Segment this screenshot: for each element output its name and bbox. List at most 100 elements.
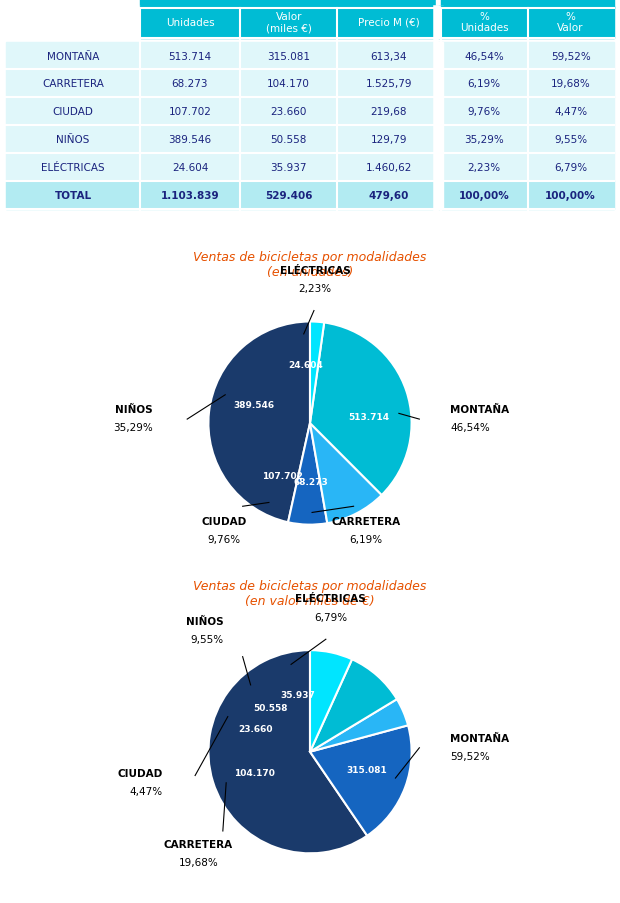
Text: 513.714: 513.714 bbox=[169, 51, 211, 61]
Text: NIÑOS: NIÑOS bbox=[186, 616, 224, 626]
Bar bbox=[6, 6, 140, 39]
Text: 24.604: 24.604 bbox=[288, 360, 323, 369]
Bar bbox=[6, 154, 614, 182]
Text: CIUDAD: CIUDAD bbox=[201, 516, 246, 526]
Text: 24.604: 24.604 bbox=[172, 163, 208, 172]
Text: 107.702: 107.702 bbox=[262, 471, 303, 480]
Text: 4,47%: 4,47% bbox=[554, 107, 587, 117]
Text: 59,52%: 59,52% bbox=[450, 751, 490, 761]
Bar bbox=[436, 42, 443, 70]
Text: 389.546: 389.546 bbox=[234, 400, 275, 409]
Text: 389.546: 389.546 bbox=[169, 135, 211, 144]
Text: 6,19%: 6,19% bbox=[467, 79, 500, 89]
Text: 529.406: 529.406 bbox=[265, 191, 312, 200]
Wedge shape bbox=[288, 424, 327, 525]
Bar bbox=[436, 6, 443, 39]
Bar bbox=[240, 6, 337, 39]
Text: Valor
(miles €): Valor (miles €) bbox=[266, 12, 312, 33]
Text: 19,68%: 19,68% bbox=[179, 858, 218, 868]
Text: 4,47%: 4,47% bbox=[130, 787, 162, 796]
Wedge shape bbox=[310, 322, 324, 424]
Bar bbox=[436, 182, 443, 209]
Text: 104.170: 104.170 bbox=[234, 768, 275, 777]
Text: 9,76%: 9,76% bbox=[207, 535, 240, 545]
Wedge shape bbox=[208, 650, 367, 853]
Text: 35.937: 35.937 bbox=[270, 163, 307, 172]
Bar bbox=[6, 70, 614, 98]
Text: CARRETERA: CARRETERA bbox=[331, 516, 401, 526]
Wedge shape bbox=[310, 699, 408, 752]
Wedge shape bbox=[208, 322, 310, 523]
Text: 613,34: 613,34 bbox=[371, 51, 407, 61]
Text: CIUDAD: CIUDAD bbox=[117, 768, 162, 778]
Text: Ventas de bicicletas por modalidades
(en unidades): Ventas de bicicletas por modalidades (en… bbox=[193, 251, 427, 279]
Text: 68.273: 68.273 bbox=[294, 478, 329, 487]
Text: 513.714: 513.714 bbox=[348, 413, 389, 422]
Bar bbox=[436, 154, 443, 182]
Text: 129,79: 129,79 bbox=[371, 135, 407, 144]
Text: 107.702: 107.702 bbox=[169, 107, 211, 117]
Text: 9,55%: 9,55% bbox=[554, 135, 587, 144]
Text: CIUDAD: CIUDAD bbox=[53, 107, 94, 117]
Text: 6,79%: 6,79% bbox=[554, 163, 587, 172]
Wedge shape bbox=[310, 659, 397, 752]
Bar bbox=[6, 42, 614, 70]
Text: Unidades: Unidades bbox=[166, 17, 215, 28]
Text: %
Unidades: % Unidades bbox=[460, 12, 508, 33]
Text: 23.660: 23.660 bbox=[270, 107, 307, 117]
Text: 479,60: 479,60 bbox=[369, 191, 409, 200]
Bar bbox=[441, 0, 614, 9]
Text: 100,00%: 100,00% bbox=[459, 191, 510, 200]
Text: 6,79%: 6,79% bbox=[314, 612, 347, 622]
Text: 315.081: 315.081 bbox=[267, 51, 310, 61]
Text: 1.103.839: 1.103.839 bbox=[161, 191, 219, 200]
Text: 9,76%: 9,76% bbox=[467, 107, 500, 117]
Text: MONTAÑA: MONTAÑA bbox=[450, 732, 509, 743]
Text: 68.273: 68.273 bbox=[172, 79, 208, 89]
Text: 19,68%: 19,68% bbox=[551, 79, 590, 89]
Bar bbox=[140, 6, 240, 39]
Text: %
Valor: % Valor bbox=[557, 12, 584, 33]
Wedge shape bbox=[310, 424, 382, 524]
Text: 2,23%: 2,23% bbox=[298, 284, 332, 293]
Bar bbox=[436, 0, 443, 9]
Text: 35,29%: 35,29% bbox=[113, 423, 153, 433]
Wedge shape bbox=[310, 725, 412, 836]
Bar bbox=[436, 126, 443, 154]
Text: NIÑOS: NIÑOS bbox=[56, 135, 90, 144]
Text: 219,68: 219,68 bbox=[371, 107, 407, 117]
Text: CARRETERA: CARRETERA bbox=[164, 839, 233, 849]
Text: ELÉCTRICAS: ELÉCTRICAS bbox=[41, 163, 105, 172]
Bar bbox=[6, 98, 614, 126]
Text: 35.937: 35.937 bbox=[280, 690, 315, 699]
Text: 315.081: 315.081 bbox=[346, 765, 387, 774]
Text: MONTAÑA: MONTAÑA bbox=[450, 405, 509, 414]
Text: 6,19%: 6,19% bbox=[349, 535, 383, 545]
Text: 104.170: 104.170 bbox=[267, 79, 310, 89]
Wedge shape bbox=[310, 323, 412, 496]
Text: Precio M (€): Precio M (€) bbox=[358, 17, 420, 28]
Bar bbox=[436, 70, 443, 98]
Text: ELÉCTRICAS: ELÉCTRICAS bbox=[295, 593, 366, 604]
Text: 46,54%: 46,54% bbox=[464, 51, 504, 61]
Text: TOTAL: TOTAL bbox=[55, 191, 92, 200]
Text: 9,55%: 9,55% bbox=[190, 634, 224, 644]
Text: 2,23%: 2,23% bbox=[467, 163, 500, 172]
Text: 1.525,79: 1.525,79 bbox=[366, 79, 412, 89]
Bar bbox=[6, 126, 614, 154]
Text: ELÉCTRICAS: ELÉCTRICAS bbox=[280, 265, 350, 275]
Bar bbox=[337, 6, 441, 39]
Bar bbox=[140, 0, 441, 9]
Text: 50.558: 50.558 bbox=[270, 135, 307, 144]
Bar bbox=[6, 182, 614, 209]
Bar bbox=[441, 6, 528, 39]
Text: Ventas de bicicletas por modalidades
(en valor miles de €): Ventas de bicicletas por modalidades (en… bbox=[193, 579, 427, 607]
Text: 46,54%: 46,54% bbox=[450, 423, 490, 433]
Text: 59,52%: 59,52% bbox=[551, 51, 590, 61]
Text: 1.460,62: 1.460,62 bbox=[366, 163, 412, 172]
Bar bbox=[528, 6, 614, 39]
Text: MONTAÑA: MONTAÑA bbox=[47, 51, 99, 61]
Text: 23.660: 23.660 bbox=[239, 724, 273, 733]
Bar bbox=[436, 98, 443, 126]
Text: 35,29%: 35,29% bbox=[464, 135, 504, 144]
